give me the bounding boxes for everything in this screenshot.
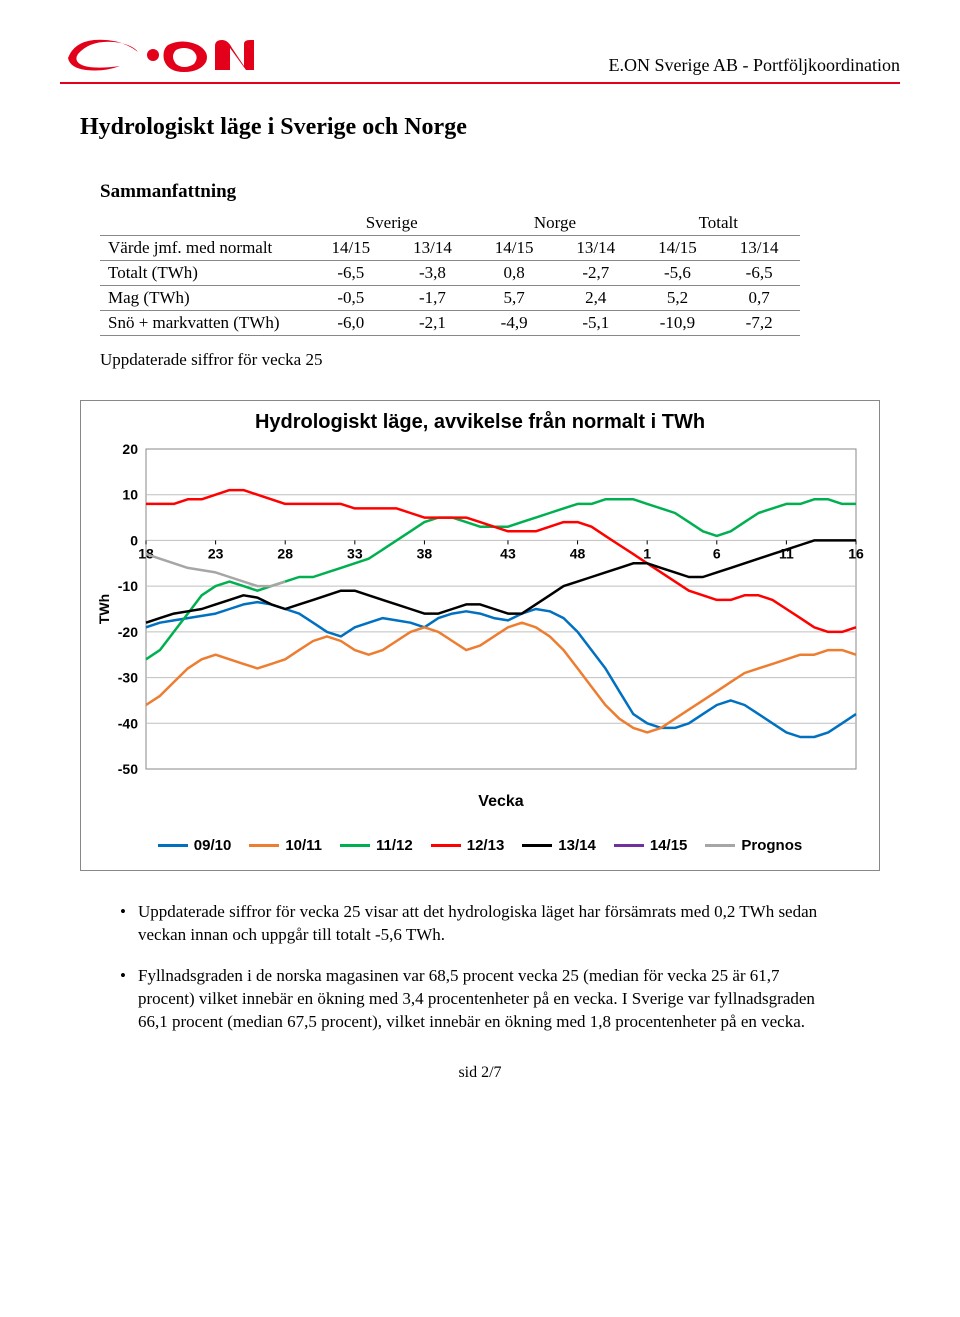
legend-label: 10/11: [285, 837, 322, 854]
legend-item: Prognos: [705, 837, 802, 854]
svg-text:-10: -10: [118, 578, 138, 594]
bullet-item: Fyllnadsgraden i de norska magasinen var…: [120, 965, 840, 1034]
svg-text:43: 43: [500, 545, 516, 561]
svg-text:18: 18: [138, 545, 154, 561]
page: E.ON Sverige AB - Portföljkoordination H…: [0, 0, 960, 1112]
legend-item: 11/12: [340, 837, 413, 854]
svg-text:20: 20: [122, 444, 138, 457]
chart-canvas: -50-40-30-20-100102018232833384348161116…: [91, 444, 871, 824]
legend-swatch: [614, 844, 644, 847]
legend-swatch: [705, 844, 735, 847]
legend-swatch: [340, 844, 370, 847]
header-company-text: E.ON Sverige AB - Portföljkoordination: [609, 55, 900, 76]
svg-text:16: 16: [848, 545, 864, 561]
legend-label: 14/15: [650, 837, 688, 854]
page-title: Hydrologiskt läge i Sverige och Norge: [80, 114, 900, 141]
svg-text:-50: -50: [118, 761, 138, 777]
eon-logo: [60, 30, 260, 76]
svg-text:10: 10: [122, 487, 138, 503]
svg-text:0: 0: [130, 532, 138, 548]
legend-swatch: [431, 844, 461, 847]
svg-text:-40: -40: [118, 715, 138, 731]
svg-text:-20: -20: [118, 624, 138, 640]
table-group-totalt: Totalt: [637, 211, 800, 236]
legend-swatch: [522, 844, 552, 847]
page-footer: sid 2/7: [60, 1064, 900, 1082]
chart-title: Hydrologiskt läge, avvikelse från normal…: [91, 411, 869, 434]
svg-text:33: 33: [347, 545, 363, 561]
table-group-sverige: Sverige: [310, 211, 473, 236]
bullet-item: Uppdaterade siffror för vecka 25 visar a…: [120, 901, 840, 947]
svg-text:6: 6: [713, 545, 721, 561]
page-header: E.ON Sverige AB - Portföljkoordination: [60, 30, 900, 84]
svg-text:38: 38: [417, 545, 433, 561]
update-note: Uppdaterade siffror för vecka 25: [100, 350, 900, 370]
table-group-norge: Norge: [473, 211, 636, 236]
legend-label: Prognos: [741, 837, 802, 854]
svg-text:Vecka: Vecka: [478, 793, 523, 810]
svg-text:23: 23: [208, 545, 224, 561]
section-subtitle: Sammanfattning: [100, 181, 900, 203]
legend-label: 13/14: [558, 837, 596, 854]
svg-text:28: 28: [277, 545, 293, 561]
svg-text:TWh: TWh: [96, 594, 112, 624]
legend-swatch: [158, 844, 188, 847]
legend-label: 12/13: [467, 837, 505, 854]
hydro-chart: Hydrologiskt läge, avvikelse från normal…: [80, 400, 880, 871]
legend-swatch: [249, 844, 279, 847]
legend-item: 10/11: [249, 837, 322, 854]
svg-text:-30: -30: [118, 670, 138, 686]
table-row: Totalt (TWh) -6,5 -3,8 0,8 -2,7 -5,6 -6,…: [100, 261, 800, 286]
bullet-list: Uppdaterade siffror för vecka 25 visar a…: [120, 901, 840, 1034]
svg-text:1: 1: [643, 545, 651, 561]
summary-table: Sverige Norge Totalt Värde jmf. med norm…: [100, 211, 800, 336]
chart-legend: 09/10 10/11 11/12 12/13 13/14 14/15 Prognos: [91, 837, 869, 854]
table-row: Mag (TWh) -0,5 -1,7 5,7 2,4 5,2 0,7: [100, 286, 800, 311]
table-row-header: Värde jmf. med normalt: [100, 236, 310, 261]
table-row: Snö + markvatten (TWh) -6,0 -2,1 -4,9 -5…: [100, 311, 800, 336]
legend-item: 12/13: [431, 837, 505, 854]
legend-item: 14/15: [614, 837, 688, 854]
legend-label: 09/10: [194, 837, 232, 854]
legend-item: 09/10: [158, 837, 232, 854]
legend-item: 13/14: [522, 837, 596, 854]
legend-label: 11/12: [376, 837, 413, 854]
svg-text:48: 48: [570, 545, 586, 561]
